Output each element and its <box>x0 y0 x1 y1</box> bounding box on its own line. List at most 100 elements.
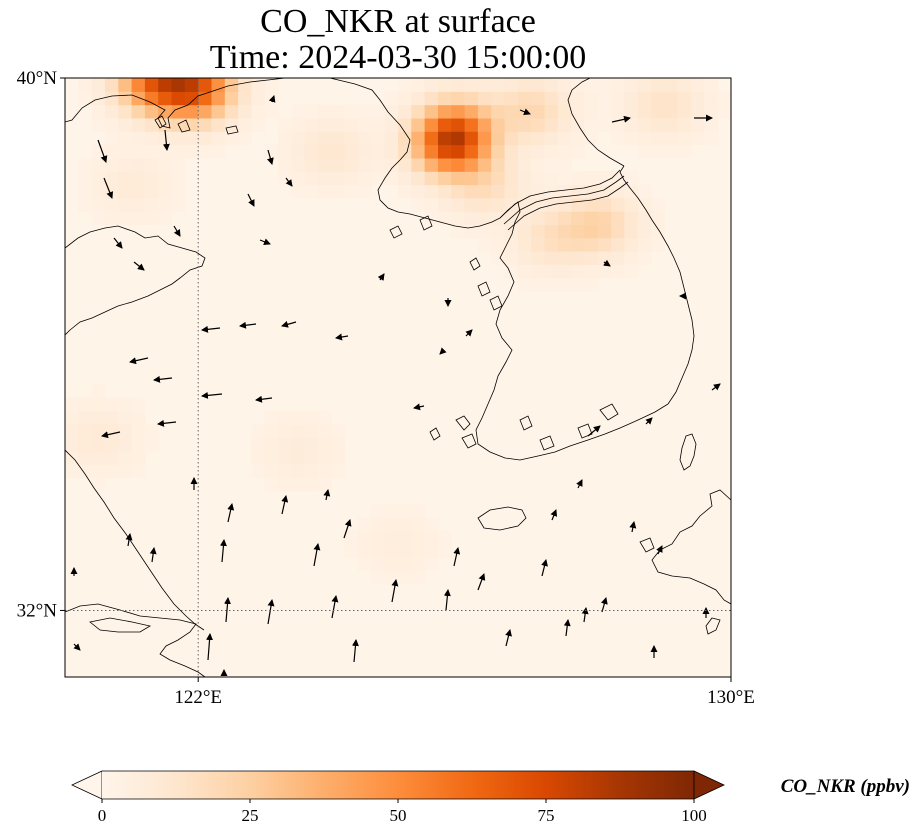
field-cell <box>704 91 719 106</box>
field-cell <box>171 144 186 159</box>
wind-arrow <box>259 238 271 246</box>
field-cell <box>91 184 106 199</box>
wind-arrow <box>453 547 461 567</box>
field-cell <box>517 197 532 212</box>
field-cell <box>531 157 546 172</box>
field-cell <box>477 224 492 239</box>
field-cell <box>78 157 93 172</box>
field-cell <box>371 104 386 119</box>
field-cell <box>358 171 372 186</box>
field-cell <box>597 224 612 239</box>
field-cell <box>398 557 412 572</box>
field-cell <box>411 157 426 172</box>
field-cell <box>464 157 479 172</box>
field-cell <box>251 78 266 92</box>
field-cell <box>624 237 639 252</box>
field-cell <box>451 78 466 92</box>
field-cell <box>584 171 599 186</box>
field-cell <box>278 410 292 425</box>
field-cell <box>504 78 519 92</box>
field-cell <box>78 171 93 186</box>
field-cell <box>91 144 106 159</box>
field-cell <box>331 144 346 159</box>
field-cell <box>291 184 306 199</box>
field-cell <box>451 184 466 199</box>
wind-arrow <box>313 543 321 567</box>
field-cell <box>491 184 506 199</box>
field-cell <box>371 530 386 545</box>
field-cell <box>544 224 559 239</box>
field-cell <box>544 78 559 92</box>
field-cell <box>571 211 586 225</box>
field-cell <box>531 184 546 199</box>
field-cell <box>358 117 372 132</box>
wind-arrow <box>266 149 274 165</box>
field-cell <box>424 117 439 132</box>
field-cell <box>424 517 439 532</box>
field-cell <box>105 450 119 465</box>
wind-arrow <box>219 539 227 563</box>
field-cell <box>65 410 79 425</box>
field-cell <box>557 78 572 92</box>
field-cell <box>91 397 106 412</box>
field-cell <box>637 211 652 225</box>
field-cell <box>584 78 599 92</box>
wind-arrow <box>587 425 601 437</box>
field-cell <box>65 464 79 478</box>
wind-arrow <box>629 521 637 533</box>
field-cell <box>371 557 386 572</box>
field-cell <box>264 424 279 438</box>
wind-arrow <box>129 357 149 365</box>
field-cell <box>438 197 452 212</box>
field-cell <box>411 543 426 558</box>
field-cell <box>557 184 572 199</box>
field-cell <box>677 91 692 106</box>
field-cell <box>517 251 532 265</box>
field-cell <box>304 477 319 492</box>
field-cell <box>624 197 639 212</box>
field-cell <box>651 211 665 225</box>
field-cell <box>597 264 612 279</box>
field-cell <box>637 184 652 199</box>
field-cell <box>624 211 639 225</box>
field-cell <box>358 157 372 172</box>
field-cell <box>318 117 332 132</box>
field-cell <box>451 224 466 239</box>
field-cell <box>438 211 452 225</box>
field-cell <box>358 184 372 199</box>
field-cell <box>131 437 146 452</box>
field-cell <box>251 117 266 132</box>
field-cell <box>531 104 546 119</box>
field-cell <box>398 117 412 132</box>
field-cell <box>451 144 466 159</box>
field-cell <box>398 144 412 159</box>
field-cell <box>651 224 665 239</box>
field-cell <box>557 171 572 186</box>
wind-arrow <box>563 619 571 637</box>
field-cell <box>91 197 106 212</box>
field-cell <box>331 171 346 186</box>
field-cell <box>531 171 546 186</box>
field-cell <box>318 157 332 172</box>
wind-arrow <box>101 431 121 439</box>
field-cell <box>424 171 439 186</box>
field-cell <box>304 464 319 478</box>
field-cell <box>318 171 332 186</box>
field-cell <box>198 78 213 92</box>
wind-arrow <box>255 395 273 403</box>
field-cell <box>131 131 146 146</box>
field-cell <box>384 117 399 132</box>
field-cell <box>411 104 426 119</box>
field-cell <box>304 450 319 465</box>
field-cell <box>144 104 159 119</box>
field-cell <box>358 530 372 545</box>
colorbar-gradient <box>102 771 694 799</box>
field-cell <box>105 104 119 119</box>
field-cell <box>544 157 559 172</box>
field-cell <box>118 410 133 425</box>
field-cell <box>118 197 133 212</box>
wind-arrow <box>331 595 339 619</box>
field-cell <box>557 251 572 265</box>
field-cell <box>597 78 612 92</box>
field-cell <box>531 264 546 279</box>
